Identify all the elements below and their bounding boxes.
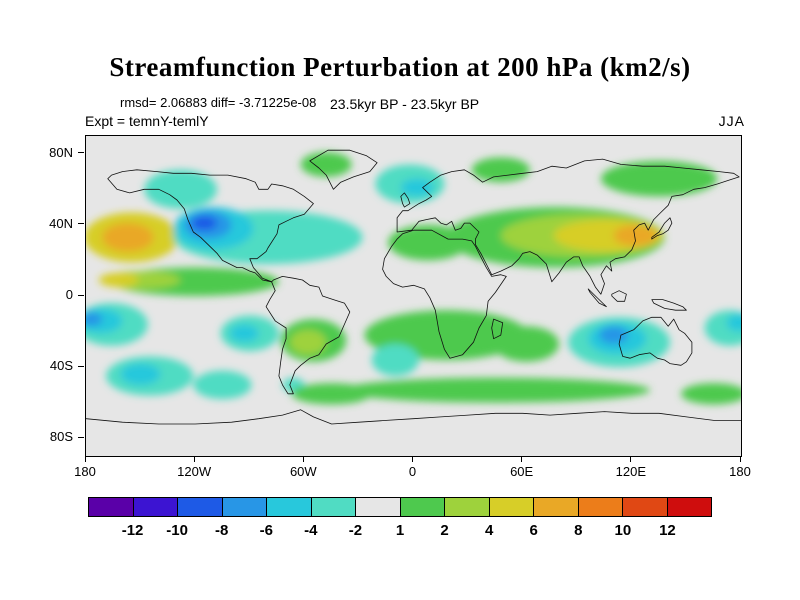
colorbar-tick-label: 8 [574,522,583,539]
anomaly-region [613,224,658,247]
colorbar-tick-label: -6 [259,522,273,539]
lon-tick [739,456,741,462]
lon-tick-label: 120W [177,464,212,479]
coastline-path [396,158,740,295]
colorbar-tick-label: 6 [529,522,538,539]
anomaly-region [193,370,252,400]
coastline-path [382,229,507,359]
anomaly-region [102,223,154,252]
colorbar-tick-label: 4 [484,522,494,539]
coastline-path [651,299,687,311]
coastline-path [107,169,314,283]
colorbar-segment [533,497,579,517]
lat-tick-label: 40S [49,358,73,374]
colorbar-segment [577,497,623,517]
coastline-path [651,217,673,240]
coastline-path [587,288,607,308]
colorbar-segment [444,497,490,517]
anomaly-region [471,157,530,183]
anomaly-regions [86,152,741,405]
anomaly-region [191,216,217,231]
lon-tick-label: 180 [74,464,96,479]
lat-tick [78,436,84,438]
anomaly-region [599,326,629,344]
rmsd-diff-stats: rmsd= 2.06883 diff= -3.71225e-08 [120,95,317,110]
colorbar-tick-label: -4 [304,522,318,539]
colorbar-segment [666,497,712,517]
lon-tick [412,456,413,462]
anomaly-region [98,272,139,288]
colorbar-segment [399,497,445,517]
lon-tick-label: 120E [615,464,647,479]
coastline-path [611,290,627,302]
coastline-path [491,318,504,340]
colorbar-segment [177,497,223,517]
lon-tick [521,456,523,462]
lon-tick [193,456,195,462]
coastline-path [618,316,693,366]
anomaly-region [229,324,259,343]
anomaly-region [388,224,469,261]
lon-tick [302,456,304,462]
lon-tick-label: 180 [729,464,751,479]
lat-tick-label: 80N [49,144,73,160]
coastlines-layer [86,149,741,425]
anomaly-region [371,344,419,376]
anomaly-region [493,326,560,362]
anomaly-region [300,152,352,177]
anomaly-region [400,178,434,197]
colorbar-tick-label: -10 [166,522,188,539]
lat-tick-label: 40N [49,215,73,231]
lat-tick-label: 80S [49,429,73,445]
lat-tick-label: 0 [65,287,73,302]
coastline-path [86,409,741,425]
anomaly-region [600,160,718,197]
lon-tick-label: 0 [408,464,417,479]
colorbar-segment [355,497,401,517]
colorbar-tick-label: 2 [440,522,449,539]
colorbar-segment [88,497,134,517]
colorbar [88,497,712,517]
lon-tick [630,456,632,462]
colorbar-tick-label: 1 [395,522,405,539]
colorbar-segment [221,497,267,517]
colorbar-tick-label: -8 [215,522,229,539]
lat-tick [78,365,84,367]
colorbar-segment [622,497,668,517]
lat-tick [78,152,84,154]
colorbar-tick-label: 10 [614,522,632,539]
lon-tick-label: 60E [510,464,534,479]
world-map-svg [86,136,741,456]
coastline-path [309,149,378,190]
anomaly-region [289,329,327,355]
anomaly-region [291,383,372,405]
period-label: 23.5kyr BP - 23.5kyr BP [330,96,480,112]
anomaly-region [340,377,651,403]
anomaly-region [86,312,103,327]
lon-tick-label: 60W [289,464,317,479]
anomaly-region [726,313,741,332]
colorbar-tick-label: -2 [348,522,363,539]
anomaly-region [144,169,217,209]
anomaly-region [120,363,161,385]
colorbar-segment [266,497,312,517]
colorbar-tick-label: 12 [659,522,676,539]
colorbar-tick-label: -12 [121,522,144,539]
lon-tick [84,456,86,462]
experiment-label: Expt = temnY-temlY [85,113,209,129]
colorbar-segment [132,497,178,517]
anomaly-region [680,383,741,405]
season-label: JJA [718,113,745,129]
world-map-panel [85,135,742,457]
coastline-path [265,276,351,395]
page-title: Streamfunction Perturbation at 200 hPa (… [109,52,691,82]
lat-tick [78,294,84,296]
colorbar-segment [488,497,534,517]
lat-tick [78,223,84,225]
coastline-path [400,192,411,208]
colorbar-segment [310,497,356,517]
